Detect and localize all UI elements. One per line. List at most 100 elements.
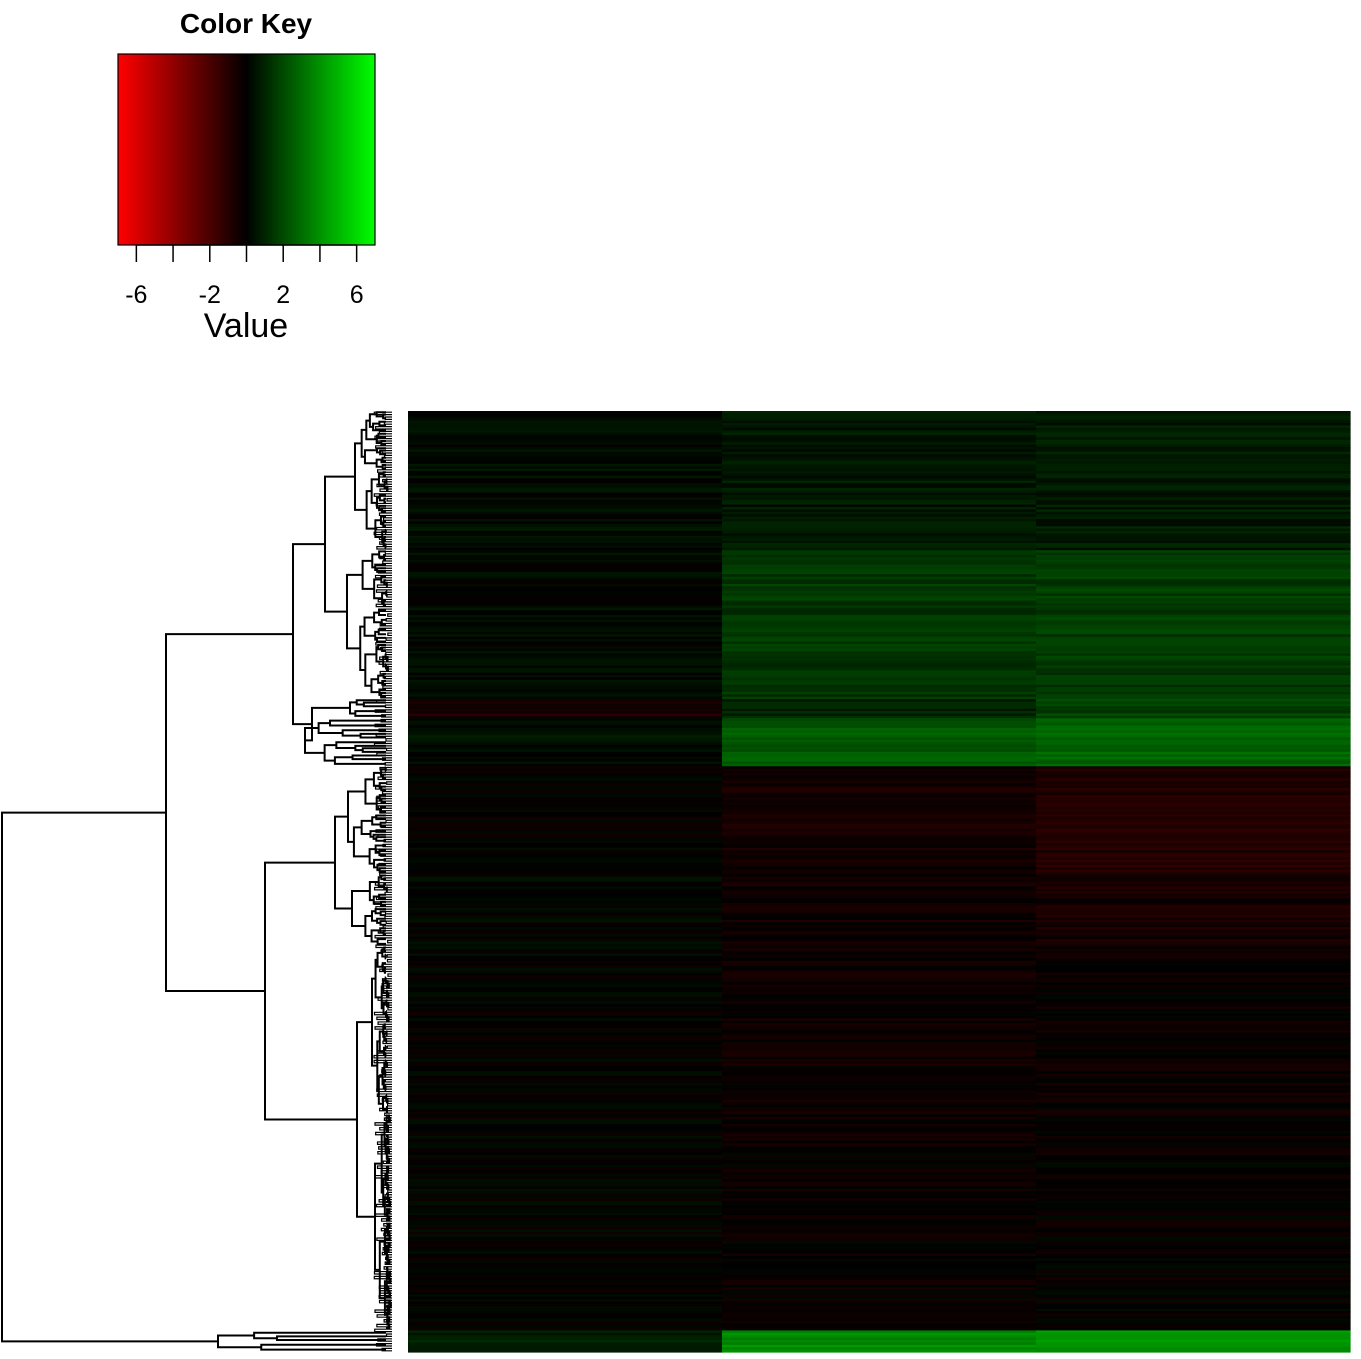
heatmap-cell bbox=[1036, 994, 1351, 998]
heatmap-cell bbox=[1036, 975, 1351, 979]
dendrogram-branch bbox=[376, 917, 386, 924]
heatmap-cell bbox=[408, 1066, 723, 1070]
heatmap-cell bbox=[722, 1128, 1037, 1132]
dendrogram-branch bbox=[385, 819, 392, 824]
heatmap-cell bbox=[408, 439, 723, 443]
dendrogram-branch bbox=[381, 456, 386, 463]
heatmap-cell bbox=[1036, 910, 1351, 914]
heatmap-cell bbox=[722, 1099, 1037, 1103]
heatmap-cell bbox=[408, 1277, 723, 1281]
heatmap-cell bbox=[1036, 1104, 1351, 1108]
heatmap-cell bbox=[1036, 907, 1351, 911]
heatmap-cell bbox=[1036, 1087, 1351, 1091]
heatmap-cell bbox=[408, 1047, 723, 1051]
heatmap-cell bbox=[408, 430, 723, 434]
heatmap-cell bbox=[1036, 696, 1351, 700]
dendrogram-branch bbox=[368, 848, 376, 865]
heatmap-cell bbox=[408, 1001, 723, 1005]
dendrogram-branch bbox=[383, 882, 387, 891]
dendrogram-branch bbox=[386, 1134, 389, 1143]
dendrogram-branch bbox=[387, 1317, 390, 1328]
heatmap-cell bbox=[1036, 636, 1351, 640]
heatmap-cell bbox=[722, 744, 1037, 748]
heatmap-cell bbox=[722, 1287, 1037, 1291]
heatmap-cell bbox=[1036, 756, 1351, 760]
heatmap-cell bbox=[722, 991, 1037, 995]
heatmap-cell bbox=[722, 828, 1037, 832]
heatmap-cell bbox=[722, 526, 1037, 530]
heatmap-cell bbox=[1036, 1217, 1351, 1221]
heatmap-cell bbox=[408, 939, 723, 943]
heatmap-cell bbox=[1036, 982, 1351, 986]
heatmap-cell bbox=[1036, 1188, 1351, 1192]
heatmap-cell bbox=[1036, 867, 1351, 871]
heatmap-cell bbox=[1036, 723, 1351, 727]
heatmap-cell bbox=[722, 1133, 1037, 1137]
heatmap-cell bbox=[408, 1306, 723, 1310]
dendrogram-branch bbox=[383, 1122, 387, 1148]
dendrogram-branch bbox=[382, 1178, 386, 1207]
heatmap-cell bbox=[722, 442, 1037, 446]
heatmap-cell bbox=[1036, 655, 1351, 659]
dendrogram-branch bbox=[380, 692, 386, 698]
heatmap-cell bbox=[722, 999, 1037, 1003]
heatmap-cell bbox=[1036, 1147, 1351, 1151]
dendrogram-branch bbox=[380, 985, 384, 1010]
heatmap-cell bbox=[722, 1020, 1037, 1024]
heatmap-cell bbox=[408, 708, 723, 712]
heatmap-cell bbox=[408, 643, 723, 647]
heatmap-cell bbox=[722, 924, 1037, 928]
heatmap-cell bbox=[408, 953, 723, 957]
heatmap-cell bbox=[722, 984, 1037, 988]
heatmap-cell bbox=[722, 1071, 1037, 1075]
heatmap-cell bbox=[1036, 1140, 1351, 1144]
heatmap-cell bbox=[408, 528, 723, 532]
heatmap-cell bbox=[1036, 809, 1351, 813]
heatmap-cell bbox=[408, 1063, 723, 1067]
heatmap-cell bbox=[722, 821, 1037, 825]
heatmap-cell bbox=[1036, 1030, 1351, 1034]
heatmap-cell bbox=[722, 1323, 1037, 1327]
dendrogram-branch bbox=[385, 1116, 389, 1130]
heatmap-cell bbox=[408, 799, 723, 803]
heatmap-cell bbox=[722, 946, 1037, 950]
heatmap-cell bbox=[722, 569, 1037, 573]
heatmap-cell bbox=[1036, 687, 1351, 691]
heatmap-cell bbox=[722, 411, 1037, 415]
heatmap-cell bbox=[1036, 1051, 1351, 1055]
heatmap-cell bbox=[722, 653, 1037, 657]
heatmap-cell bbox=[1036, 1306, 1351, 1310]
heatmap-cell bbox=[1036, 972, 1351, 976]
heatmap-cell bbox=[1036, 977, 1351, 981]
heatmap-cell bbox=[1036, 869, 1351, 873]
dendrogram-branch bbox=[373, 1059, 392, 1064]
heatmap-cell bbox=[408, 1198, 723, 1202]
heatmap-cell bbox=[1036, 771, 1351, 775]
heatmap-cell bbox=[722, 838, 1037, 842]
heatmap-cell bbox=[408, 1275, 723, 1279]
dendrogram-branch bbox=[372, 422, 386, 432]
heatmap-cell bbox=[1036, 531, 1351, 535]
heatmap-cell bbox=[722, 888, 1037, 892]
heatmap-cell bbox=[722, 1044, 1037, 1048]
heatmap-cell bbox=[722, 864, 1037, 868]
heatmap-cell bbox=[1036, 1075, 1351, 1079]
heatmap-cell bbox=[1036, 454, 1351, 458]
heatmap-cell bbox=[722, 576, 1037, 580]
heatmap-cell bbox=[408, 1323, 723, 1327]
heatmap-cell bbox=[408, 888, 723, 892]
heatmap-cell bbox=[722, 1306, 1037, 1310]
heatmap-cell bbox=[722, 1167, 1037, 1171]
dendrogram-branch bbox=[351, 890, 370, 927]
heatmap-cell bbox=[722, 497, 1037, 501]
heatmap-cell bbox=[408, 432, 723, 436]
dendrogram-branch bbox=[260, 1343, 386, 1351]
dendrogram-branch bbox=[373, 1054, 392, 1059]
heatmap-cell bbox=[1036, 675, 1351, 679]
heatmap-cell bbox=[1036, 828, 1351, 832]
heatmap-cell bbox=[722, 845, 1037, 849]
heatmap-cell bbox=[1036, 1291, 1351, 1295]
heatmap-cell bbox=[408, 603, 723, 607]
heatmap-cell bbox=[722, 471, 1037, 475]
heatmap-cell bbox=[1036, 471, 1351, 475]
